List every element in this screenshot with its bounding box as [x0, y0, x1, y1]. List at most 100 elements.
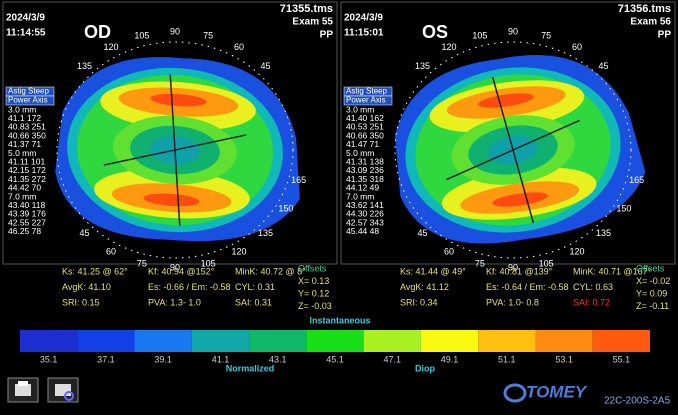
statistic: AvgK: 41.12 — [400, 282, 449, 292]
scale-swatch — [420, 330, 479, 352]
exam-number: Exam 55 — [292, 17, 333, 28]
axis-label: 165 — [291, 175, 306, 185]
table-cell: 43.62 141 — [346, 200, 384, 210]
scale-label: 49.1 — [441, 354, 459, 364]
scale-swatch — [535, 330, 593, 352]
table-cell: 43.09 236 — [346, 165, 384, 175]
axis-label: 120 — [441, 42, 456, 52]
axis-label: 45 — [79, 228, 89, 238]
dotted-ring — [394, 41, 632, 259]
table-cell: 41.1 172 — [8, 113, 41, 123]
scale-swatch — [191, 330, 250, 352]
table-cell: 44.42 70 — [8, 183, 41, 193]
axis-label: 135 — [258, 228, 273, 238]
scale-label: 45.1 — [326, 354, 344, 364]
statistic: MinK: 40.71 @167° — [573, 266, 652, 276]
scale-label: 47.1 — [384, 354, 402, 364]
table-cell: 41.11 101 — [8, 156, 45, 166]
table-header: Power Axis — [8, 96, 48, 105]
table-cell: 5.0 mm — [346, 148, 374, 158]
statistic: CYL: 0.63 — [573, 282, 613, 292]
operator: PP — [658, 30, 672, 41]
scale-title: Instantaneous — [309, 315, 370, 325]
axis-label: 135 — [596, 228, 611, 238]
table-cell: 5.0 mm — [8, 148, 36, 158]
table-cell: 41.37 71 — [8, 139, 41, 149]
scale-label: 51.1 — [498, 354, 516, 364]
axis-label: 150 — [616, 203, 631, 213]
eye-label: OS — [422, 22, 448, 42]
brand: TOMEY — [526, 382, 588, 401]
axis-label: 105 — [539, 258, 554, 268]
printer-paper — [18, 381, 28, 386]
axis-label: 105 — [201, 258, 216, 268]
offset: Y= 0.12 — [298, 288, 329, 298]
axis-label: 45 — [417, 228, 427, 238]
table-header-cell — [5, 95, 55, 106]
eye-label: OD — [84, 22, 111, 42]
table-cell: 43.39 176 — [8, 209, 46, 219]
axis-label: 45 — [261, 61, 271, 71]
print-button[interactable] — [7, 377, 39, 403]
axis-label: 90 — [170, 26, 180, 36]
offset: Z= -0.11 — [636, 301, 669, 311]
map-band — [143, 193, 200, 207]
table-cell: 41.35 318 — [346, 174, 384, 184]
statistic: Kf: 40.81 @139° — [486, 266, 553, 276]
axis-label: 75 — [541, 30, 551, 40]
operator: PP — [320, 30, 334, 41]
table-cell: 44.30 226 — [346, 209, 384, 219]
scale-swatch — [478, 330, 536, 352]
time: 11:14:55 — [6, 28, 46, 39]
offset: Z= -0.03 — [298, 301, 332, 311]
table-header-cell — [343, 95, 393, 106]
axis-label: 60 — [106, 247, 116, 257]
print-preview-button[interactable] — [47, 377, 79, 403]
statistic: PVA: 1.3- 1.0 — [148, 297, 201, 307]
scale-caption: Normalized — [226, 363, 275, 373]
statistic: AvgK: 41.10 — [62, 282, 111, 292]
axis-label: 75 — [203, 30, 213, 40]
axis-label: 105 — [134, 30, 149, 40]
scale-swatch — [592, 330, 650, 352]
statistic: Kf: 40.94 @152° — [148, 266, 215, 276]
table-cell: 40.66 350 — [346, 130, 384, 140]
scale-swatch — [306, 330, 364, 352]
table-cell: 42.15 172 — [8, 165, 46, 175]
axis-label: 105 — [472, 30, 487, 40]
statistic: CYL: 0.31 — [235, 282, 275, 292]
axis-label: 90 — [170, 262, 180, 272]
axis-label: 45 — [599, 61, 609, 71]
table-header: Astig Steep — [346, 87, 387, 96]
printer-icon — [55, 384, 71, 396]
table-cell: 41.47 71 — [346, 139, 379, 149]
offset: Offsets — [298, 263, 327, 273]
scale-swatch — [363, 330, 421, 352]
offset: Offsets — [636, 263, 665, 273]
exam-number: Exam 56 — [630, 17, 671, 28]
table-cell: 41.40 162 — [346, 113, 384, 123]
table-header: Power Axis — [346, 96, 386, 105]
table-header: Astig Steep — [8, 87, 49, 96]
axis-label: 135 — [415, 61, 430, 71]
time: 11:15:01 — [344, 28, 384, 39]
meridian — [446, 119, 580, 181]
axis-label: 90 — [508, 262, 518, 272]
statistic: Es: -0.64 / Em: -0.58 — [486, 282, 569, 292]
scale-swatch — [20, 330, 78, 352]
map-band — [492, 192, 548, 207]
date: 2024/3/9 — [344, 13, 383, 24]
scale-label: 53.1 — [555, 354, 573, 364]
table-cell: 46.25 78 — [8, 226, 41, 236]
axis-label: 90 — [508, 26, 518, 36]
magnifier-icon — [64, 391, 74, 401]
axis-label: 60 — [572, 42, 582, 52]
offset: X= -0.02 — [636, 276, 670, 286]
statistic: Ks: 41.44 @ 49° — [400, 266, 466, 276]
statistic: Ks: 41.25 @ 62° — [62, 266, 128, 276]
scale-label: 55.1 — [613, 354, 631, 364]
scale-label: 35.1 — [40, 354, 58, 364]
axis-label: 75 — [475, 258, 485, 268]
panel-frame — [340, 1, 676, 265]
axis-label: 165 — [629, 175, 644, 185]
